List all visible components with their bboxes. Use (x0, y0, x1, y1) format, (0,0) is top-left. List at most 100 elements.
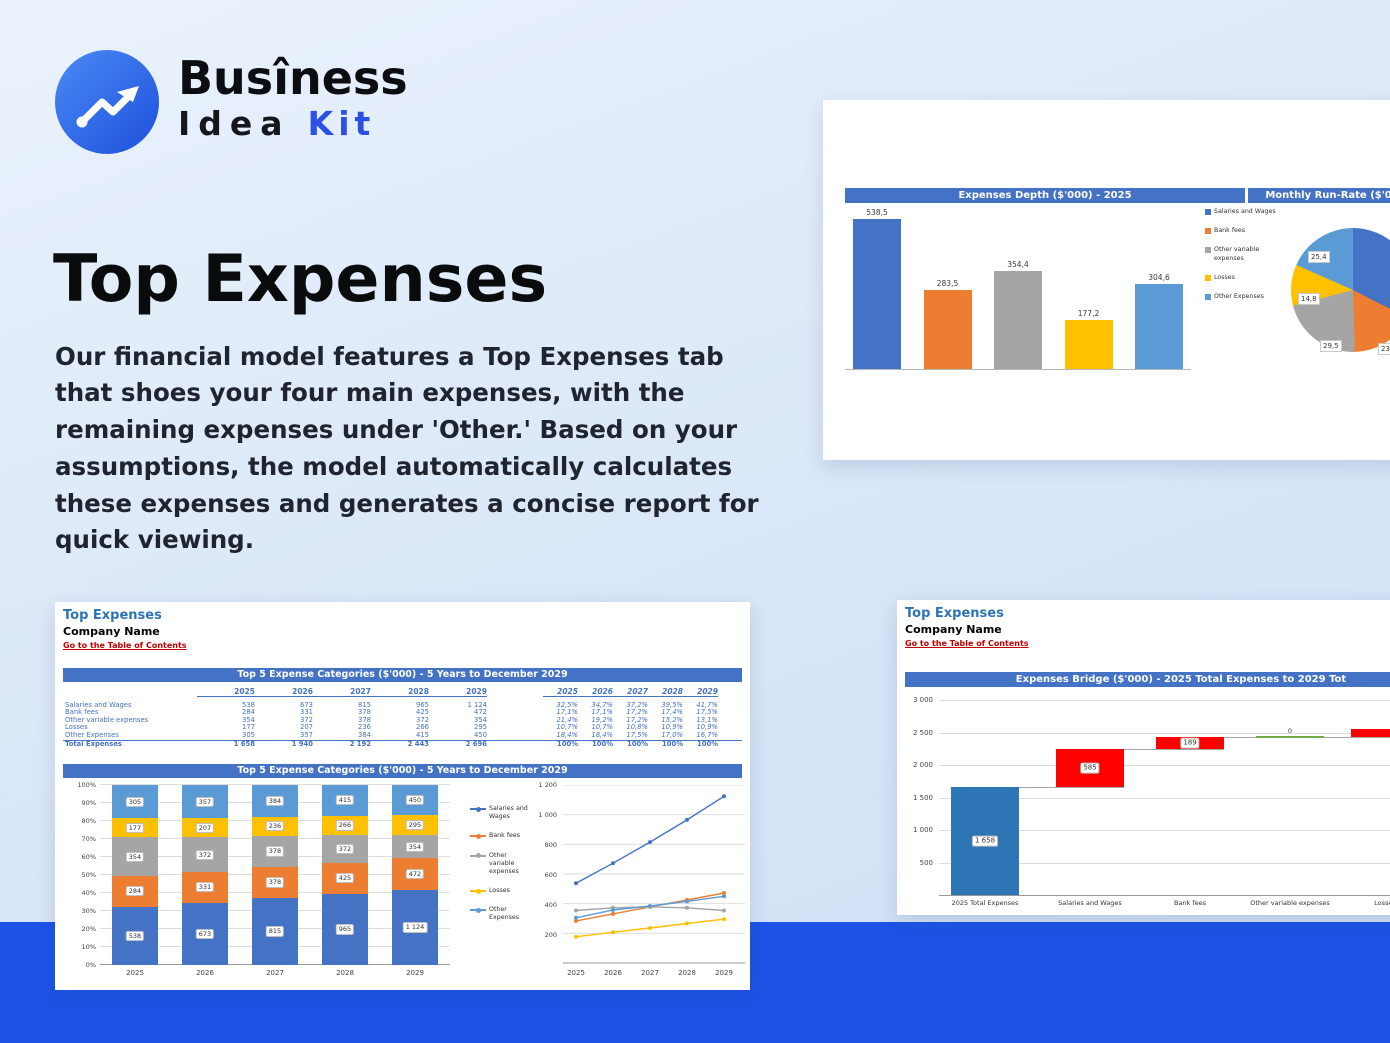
pct-cell: 100% (662, 739, 683, 748)
x-axis-label: 2029 (715, 969, 733, 977)
segment-data-label: 305 (125, 796, 145, 807)
x-axis-line (939, 895, 1390, 896)
x-axis-label: Other variable expenses (1250, 899, 1330, 907)
value-cell: 378 (358, 708, 371, 717)
legend-item: Salaries and Wages (470, 805, 532, 821)
table-gap (487, 724, 543, 731)
legend-item: Other variable expenses (1205, 246, 1285, 262)
segment-data-label: 1 124 (402, 922, 428, 933)
bar-value-label: 538,5 (866, 208, 888, 218)
stacked-segment: 450 (392, 785, 438, 816)
y-axis-label: 100% (77, 781, 96, 789)
table-row: Losses 177 207 236 266 295 10,7% 10,7% 10,8% 10,9… (63, 723, 742, 732)
stacked-chart-y-axis: 100% 90% 80% 70% 60% 50% 40% 30% 20% 10% 0% (63, 781, 96, 969)
pct-cell: 100% (557, 739, 578, 748)
table-gap (487, 741, 543, 748)
legend-item: Salaries and Wages (1205, 208, 1285, 216)
expenses-bridge-card: Top Expenses Company Name Go to the Tabl… (897, 600, 1390, 915)
year-header: 2029 (683, 686, 718, 697)
stacked-segment: 354 (392, 834, 438, 859)
stacked-segment: 207 (182, 818, 228, 838)
pct-cell: 41,7% (696, 701, 718, 709)
pct-cell: 39,5% (661, 701, 683, 709)
value-cell: 372 (416, 715, 429, 724)
stacked-segment: 472 (392, 858, 438, 890)
year-header: 2026 (255, 686, 313, 697)
pie-data-label: 14,8 (1298, 293, 1320, 305)
y-axis-label: 0% (85, 961, 96, 969)
y-axis-label: 3 000 (912, 696, 933, 704)
value-cell: 415 (416, 730, 429, 739)
y-axis-label: 10% (81, 943, 96, 951)
waterfall-bar (1351, 729, 1390, 737)
x-axis-label: Salaries and Wages (1058, 899, 1122, 907)
waterfall-x-axis: 2025 Total Expenses Salaries and Wages Ban… (939, 899, 1390, 911)
brand-name-line1: Busîness (178, 51, 408, 105)
table-year-header-row: 2025 2026 2027 2028 2029 2025 2026 2027 2028 2029 (63, 686, 742, 697)
value-cell: 372 (300, 715, 313, 724)
stacked-chart-legend: Salaries and Wages Bank fees Other variabl… (470, 805, 532, 934)
bar-chart-title: Expenses Depth ($'000) - 2025 (845, 188, 1245, 203)
y-axis-label: 40% (81, 889, 96, 897)
stacked-segment: 331 (182, 871, 228, 903)
segment-data-label: 384 (265, 795, 285, 806)
pct-cell: 37,2% (626, 701, 648, 709)
year-header: 2027 (613, 686, 648, 697)
x-axis-label: 2025 (126, 969, 144, 977)
bar (994, 270, 1042, 369)
row-label: Losses (65, 723, 88, 732)
value-cell: 2 192 (349, 739, 371, 748)
segment-data-label: 284 (125, 886, 145, 897)
expenses-depth-card: Expenses Depth ($'000) - 2025 Monthly Ru… (823, 100, 1390, 460)
stacked-segment: 425 (322, 862, 368, 894)
segment-data-label: 378 (265, 877, 285, 888)
value-cell: 472 (474, 708, 487, 717)
segment-data-label: 965 (335, 924, 355, 935)
company-name: Company Name (63, 625, 160, 638)
segment-data-label: 177 (125, 822, 145, 833)
table-row: Other variable expenses 354 372 378 372 354 21… (63, 715, 742, 724)
legend-item: Other variable expenses (470, 852, 532, 877)
waterfall-connector (1124, 749, 1224, 751)
pct-cell: 17,1% (556, 708, 578, 717)
segment-data-label: 815 (265, 926, 285, 937)
legend-label: Salaries and Wages (1214, 208, 1276, 215)
segment-data-label: 372 (335, 843, 355, 854)
value-cell: 354 (474, 715, 487, 724)
y-axis-label: 1 500 (912, 793, 933, 802)
year-header: 2026 (578, 686, 613, 697)
legend-item: Losses (1205, 274, 1285, 282)
top5-expense-categories-card: Top Expenses Company Name Go to the Tabl… (55, 602, 750, 990)
pct-cell: 19,2% (591, 715, 613, 724)
segment-data-label: 472 (405, 869, 425, 880)
x-axis-label: 2025 Total Expenses (951, 899, 1019, 907)
legend-marker-dot (476, 907, 481, 913)
legend-marker (1205, 209, 1211, 215)
waterfall-bar: 0 (1256, 727, 1324, 739)
segment-data-label: 372 (195, 849, 215, 860)
year-header: 2029 (429, 686, 487, 697)
legend-label: Other variable expenses (489, 851, 519, 875)
table-of-contents-link[interactable]: Go to the Table of Contents (63, 641, 187, 650)
pct-cell: 17,2% (626, 715, 648, 724)
x-axis-label: 2027 (641, 969, 659, 977)
segment-data-label: 357 (195, 796, 215, 807)
bar (1135, 284, 1183, 369)
segment-data-label: 295 (405, 819, 425, 830)
value-cell: 236 (358, 723, 371, 732)
pie-chart-title: Monthly Run-Rate ($'000 (1248, 188, 1390, 203)
table-of-contents-link[interactable]: Go to the Table of Contents (905, 639, 1029, 648)
row-label: Salaries and Wages (65, 701, 132, 709)
zero-data-label: 0 (1287, 726, 1293, 735)
year-header: 2027 (313, 686, 371, 697)
y-axis-label: 500 (919, 858, 933, 867)
value-cell: 284 (242, 708, 255, 717)
pct-cell: 10,7% (556, 723, 578, 732)
legend-marker (470, 907, 486, 913)
stacked-segment: 236 (252, 816, 298, 836)
legend-label: Bank fees (1214, 227, 1246, 235)
table-gap (487, 732, 543, 739)
x-axis-label: Losses (1374, 899, 1390, 907)
line-chart-x-axis: 2025 2026 2027 2028 2029 (563, 969, 745, 979)
y-axis-label: 1 000 (912, 826, 933, 834)
